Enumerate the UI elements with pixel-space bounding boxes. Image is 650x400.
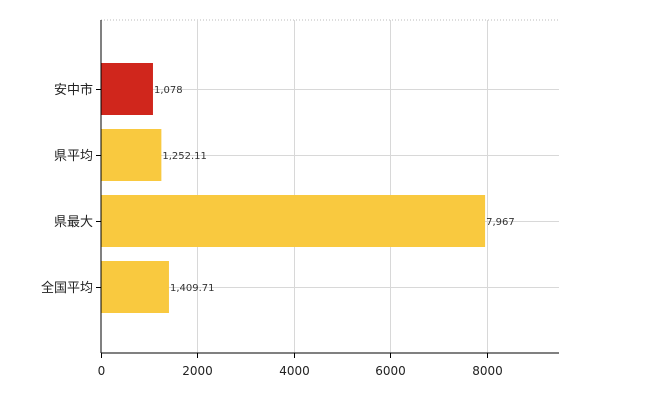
category-label: 安中市 xyxy=(54,82,93,98)
data-label: 7,967 xyxy=(486,217,515,228)
x-tick-label: 8000 xyxy=(472,364,503,378)
grid-lines xyxy=(101,19,559,353)
x-tick-label: 4000 xyxy=(279,364,310,378)
data-label: 1,078 xyxy=(154,85,183,96)
axes xyxy=(96,20,559,358)
bar xyxy=(101,129,162,181)
x-tick-label: 2000 xyxy=(182,364,213,378)
x-tick-label: 0 xyxy=(98,364,106,378)
bar xyxy=(101,195,486,247)
category-label: 県最大 xyxy=(54,215,93,230)
category-label: 全国平均 xyxy=(41,280,93,296)
data-label: 1,252.11 xyxy=(162,151,207,162)
labels: 0 2000 4000 6000 8000 安中市 1,078 県平均 1,252.11 県最大 7… xyxy=(41,82,515,378)
bar xyxy=(101,63,153,115)
x-tick-label: 6000 xyxy=(375,364,406,378)
bars xyxy=(101,63,486,313)
bar xyxy=(101,261,169,313)
category-label: 県平均 xyxy=(54,149,93,164)
data-label: 1,409.71 xyxy=(170,283,215,294)
